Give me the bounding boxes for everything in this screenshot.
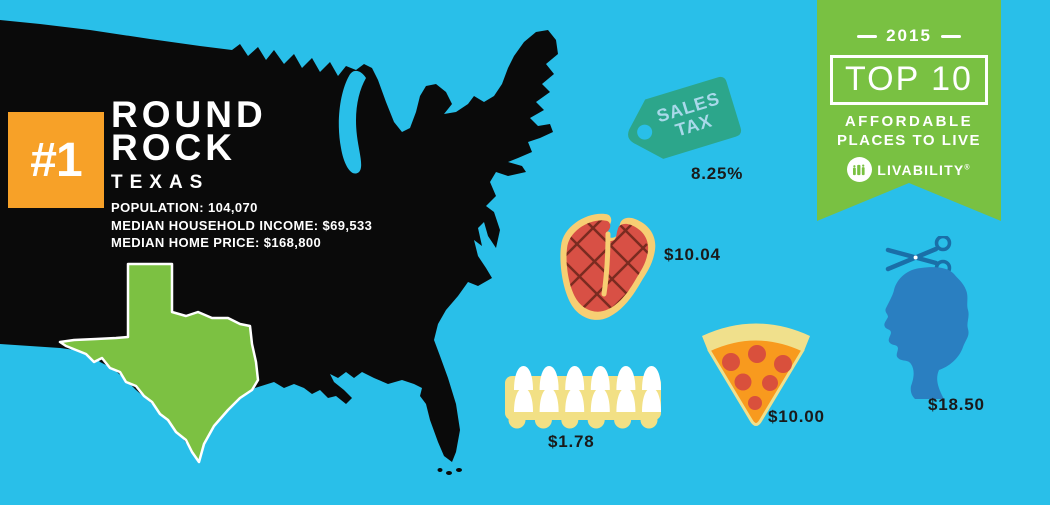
haircut-price: $18.50 bbox=[928, 395, 985, 414]
steak-price: $10.04 bbox=[664, 245, 721, 264]
scissors-pivot bbox=[913, 255, 918, 260]
haircut-icon bbox=[884, 236, 969, 399]
pizza-icon bbox=[702, 323, 810, 426]
sales-tax-value: 8.25% bbox=[691, 164, 744, 183]
brand-logo-row: LIVABILITY® bbox=[847, 157, 971, 182]
ribbon-year: 2015 bbox=[886, 26, 932, 45]
t-bone bbox=[601, 231, 611, 297]
dash-left bbox=[857, 34, 878, 38]
tag-hole bbox=[637, 124, 653, 140]
stat-population: POPULATION: 104,070 bbox=[111, 200, 258, 215]
brand-name: LIVABILITY® bbox=[877, 161, 971, 178]
ribbon-title: TOP 10 bbox=[845, 60, 973, 98]
state-name: TEXAS bbox=[111, 172, 210, 193]
tag-shape bbox=[628, 76, 742, 159]
head-silhouette bbox=[884, 267, 969, 399]
steak-icon bbox=[560, 213, 656, 320]
registered-mark: ® bbox=[964, 163, 971, 171]
pizza-crust bbox=[702, 323, 810, 351]
ribbon-subtitle-line1: AFFORDABLE bbox=[844, 113, 974, 130]
dash-right bbox=[940, 34, 961, 38]
sales-tax-tag-icon: SALES TAX bbox=[616, 72, 746, 169]
ribbon-subtitle-line2: PLACES TO LIVE bbox=[836, 132, 982, 149]
rank-badge: #1 bbox=[8, 112, 104, 208]
texas-shape bbox=[58, 262, 260, 464]
city-stats: POPULATION: 104,070 MEDIAN HOUSEHOLD INC… bbox=[111, 199, 372, 252]
ribbon-year-row: 2015 bbox=[857, 26, 961, 46]
pizza-price: $10.00 bbox=[768, 407, 825, 426]
city-name-line2: ROCK bbox=[111, 127, 236, 168]
stat-income: MEDIAN HOUSEHOLD INCOME: $69,533 bbox=[111, 217, 373, 233]
rank-number: #1 bbox=[30, 133, 82, 187]
livability-logo-icon bbox=[847, 157, 873, 182]
lake-michigan bbox=[338, 70, 366, 174]
stat-home-price: MEDIAN HOME PRICE: $168,800 bbox=[111, 235, 322, 250]
florida-keys bbox=[437, 468, 462, 475]
eggs-price: $1.78 bbox=[548, 432, 595, 451]
city-title: ROUND ROCK TEXAS bbox=[111, 94, 267, 194]
eggs-icon bbox=[505, 366, 661, 429]
ribbon-title-box: TOP 10 bbox=[830, 55, 988, 105]
city-name-line1: ROUND bbox=[111, 94, 267, 135]
pepperoni bbox=[722, 345, 792, 410]
